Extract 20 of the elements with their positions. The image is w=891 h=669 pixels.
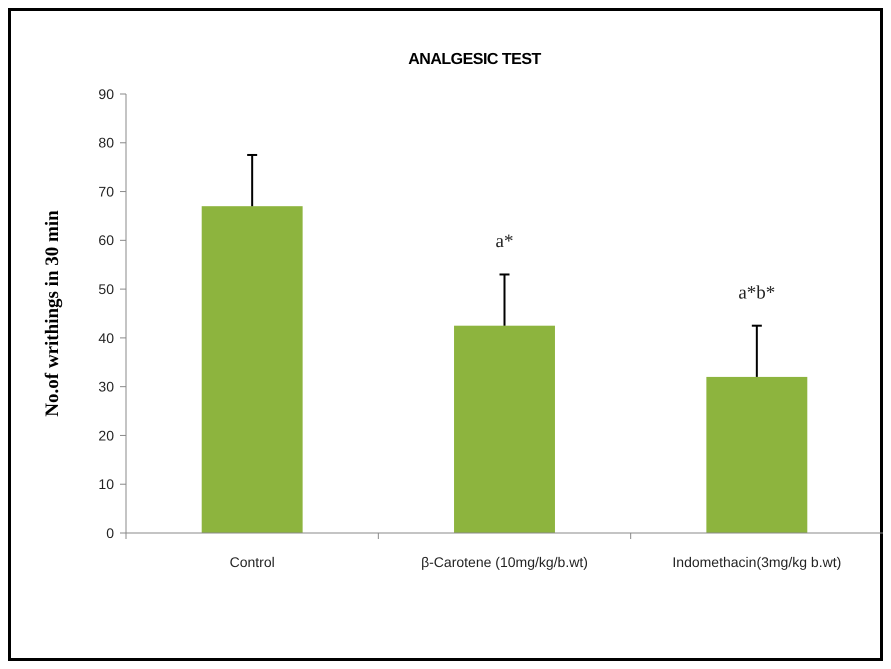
y-tick-label: 30 [98,378,114,395]
y-tick-label: 80 [98,134,114,151]
x-tick-label: Control [230,554,275,570]
bar [202,206,303,533]
y-tick-label: 20 [98,427,114,444]
y-tick-label: 50 [98,281,114,298]
bar [706,376,808,533]
x-tick-label: Indomethacin(3mg/kg b.wt) [672,554,842,570]
annotation: a*b* [738,282,776,304]
y-tick-label: 40 [98,330,114,346]
y-tick-label: 60 [98,232,114,248]
chart-title: ANALGESIC TEST [408,51,542,68]
bar [454,326,555,533]
y-tick-label: 0 [106,524,114,541]
y-tick-label: 10 [98,476,114,492]
y-axis-title: No.of writhings in 30 min [42,210,63,417]
annotation: a* [496,231,514,252]
y-tick-label: 70 [98,183,114,200]
x-tick-label: β-Carotene (10mg/kg/b.wt) [421,554,588,570]
y-tick-label: 90 [98,86,114,102]
